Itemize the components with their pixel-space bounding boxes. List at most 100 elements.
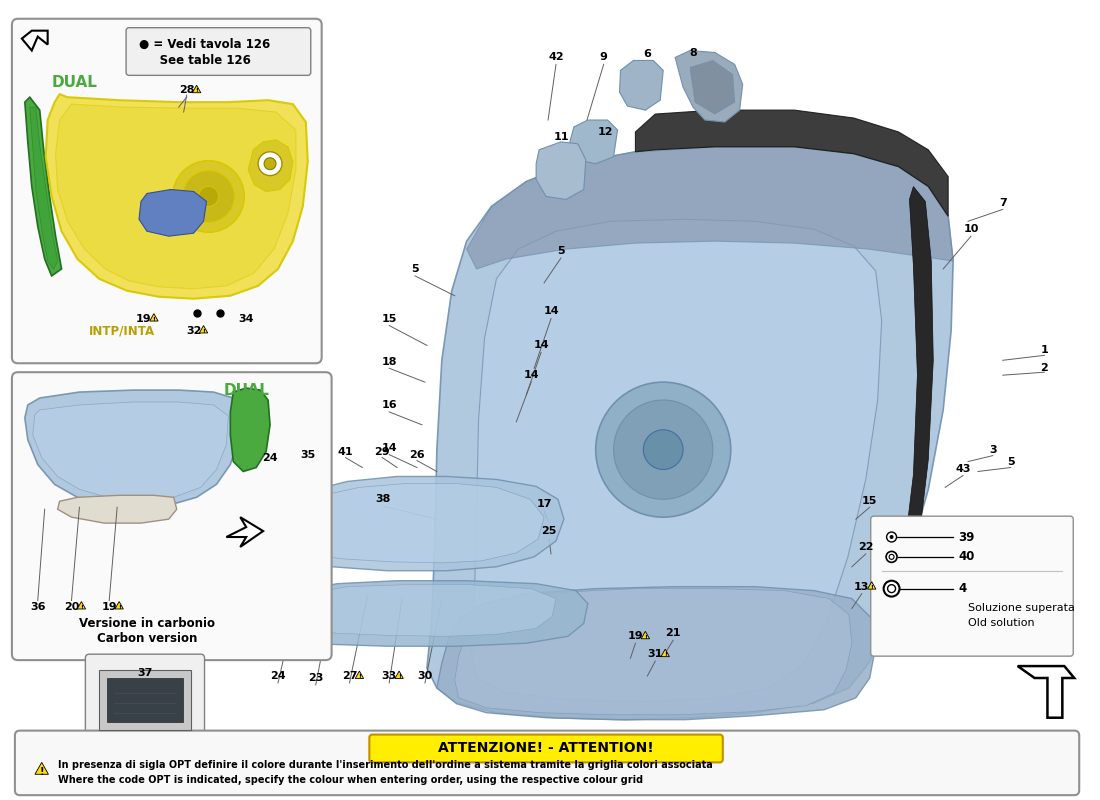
Text: DUAL: DUAL — [223, 382, 270, 398]
Polygon shape — [661, 650, 670, 657]
Text: 37: 37 — [138, 668, 153, 678]
Text: 3: 3 — [989, 445, 997, 454]
Circle shape — [614, 400, 713, 499]
Text: !: ! — [202, 329, 205, 334]
Text: ● = Vedi tavola 126: ● = Vedi tavola 126 — [139, 38, 271, 51]
Text: INTP/INTA: INTP/INTA — [89, 324, 155, 337]
Text: 14: 14 — [534, 340, 549, 350]
Text: 11: 11 — [553, 132, 569, 142]
Circle shape — [644, 430, 683, 470]
Text: 19: 19 — [101, 602, 117, 611]
Circle shape — [264, 158, 276, 170]
Text: Soluzione superata: Soluzione superata — [968, 603, 1075, 614]
Polygon shape — [454, 589, 851, 714]
Text: 18: 18 — [382, 358, 397, 367]
Polygon shape — [395, 671, 404, 678]
Text: !: ! — [398, 674, 400, 679]
Circle shape — [887, 532, 896, 542]
Polygon shape — [46, 94, 308, 298]
Circle shape — [888, 585, 895, 593]
Polygon shape — [139, 190, 207, 236]
FancyBboxPatch shape — [12, 372, 331, 660]
Circle shape — [199, 186, 219, 206]
Text: 5: 5 — [1006, 457, 1014, 466]
Text: 8: 8 — [689, 47, 697, 58]
Text: 21: 21 — [666, 628, 681, 638]
Text: 15: 15 — [862, 496, 878, 506]
Circle shape — [883, 581, 900, 597]
Polygon shape — [472, 219, 881, 702]
Circle shape — [890, 535, 893, 539]
Polygon shape — [150, 314, 158, 321]
Text: 10: 10 — [964, 224, 979, 234]
Polygon shape — [690, 61, 735, 114]
Text: 19: 19 — [628, 631, 643, 642]
Polygon shape — [30, 107, 57, 269]
Text: 16: 16 — [382, 400, 397, 410]
Text: 27: 27 — [342, 671, 358, 681]
Text: !: ! — [118, 605, 121, 610]
Polygon shape — [107, 678, 183, 722]
Text: 41: 41 — [338, 446, 353, 457]
Text: 35: 35 — [300, 450, 316, 460]
Text: 1: 1 — [1041, 346, 1048, 355]
Polygon shape — [427, 147, 953, 720]
FancyBboxPatch shape — [871, 516, 1074, 656]
Text: Where the code OPT is indicated, specify the colour when entering order, using t: Where the code OPT is indicated, specify… — [57, 775, 642, 786]
Polygon shape — [77, 602, 86, 609]
Text: 30: 30 — [417, 671, 432, 681]
Polygon shape — [570, 120, 617, 164]
FancyBboxPatch shape — [126, 28, 311, 75]
Circle shape — [887, 551, 896, 562]
Text: 32: 32 — [186, 326, 201, 335]
Polygon shape — [437, 586, 876, 720]
Polygon shape — [892, 186, 933, 618]
Polygon shape — [35, 762, 48, 774]
Text: !: ! — [153, 317, 155, 322]
Circle shape — [183, 170, 234, 222]
Text: 20: 20 — [64, 602, 79, 611]
Text: 24: 24 — [262, 453, 278, 462]
Polygon shape — [192, 86, 201, 93]
Polygon shape — [355, 671, 364, 678]
Text: 9: 9 — [600, 53, 607, 62]
Text: 33: 33 — [382, 671, 397, 681]
Text: 4: 4 — [958, 582, 966, 595]
Polygon shape — [249, 140, 293, 191]
Polygon shape — [641, 631, 650, 638]
Text: 7: 7 — [999, 198, 1007, 209]
Text: 39: 39 — [958, 530, 975, 543]
Text: 31: 31 — [648, 649, 663, 659]
Text: 5: 5 — [557, 246, 564, 256]
Polygon shape — [22, 30, 47, 50]
Polygon shape — [268, 581, 587, 646]
Text: 22: 22 — [858, 542, 873, 552]
Text: ATTENZIONE! - ATTENTION!: ATTENZIONE! - ATTENTION! — [438, 742, 653, 755]
Text: 25: 25 — [541, 526, 557, 536]
Text: Carbon version: Carbon version — [97, 632, 197, 645]
Text: 40: 40 — [958, 550, 975, 563]
Text: 29: 29 — [374, 446, 390, 457]
Polygon shape — [56, 104, 296, 289]
Text: DUAL: DUAL — [52, 74, 98, 90]
Polygon shape — [57, 495, 177, 523]
Text: !: ! — [663, 653, 667, 658]
Circle shape — [258, 152, 282, 176]
Polygon shape — [199, 326, 208, 333]
Text: 26: 26 — [409, 450, 425, 460]
Text: !: ! — [644, 634, 647, 639]
Polygon shape — [466, 147, 953, 269]
Text: !: ! — [80, 605, 82, 610]
Polygon shape — [675, 50, 742, 122]
FancyBboxPatch shape — [86, 654, 205, 742]
Polygon shape — [283, 585, 556, 636]
Text: 15: 15 — [382, 314, 397, 323]
Polygon shape — [280, 483, 544, 563]
Text: 5: 5 — [411, 264, 419, 274]
Text: 24: 24 — [271, 671, 286, 681]
Text: 14: 14 — [524, 370, 539, 380]
Text: In presenza di sigla OPT definire il colore durante l'inserimento dell'ordine a : In presenza di sigla OPT definire il col… — [57, 760, 713, 770]
Text: 28: 28 — [179, 86, 195, 95]
Polygon shape — [99, 670, 190, 730]
Text: See table 126: See table 126 — [139, 54, 251, 67]
